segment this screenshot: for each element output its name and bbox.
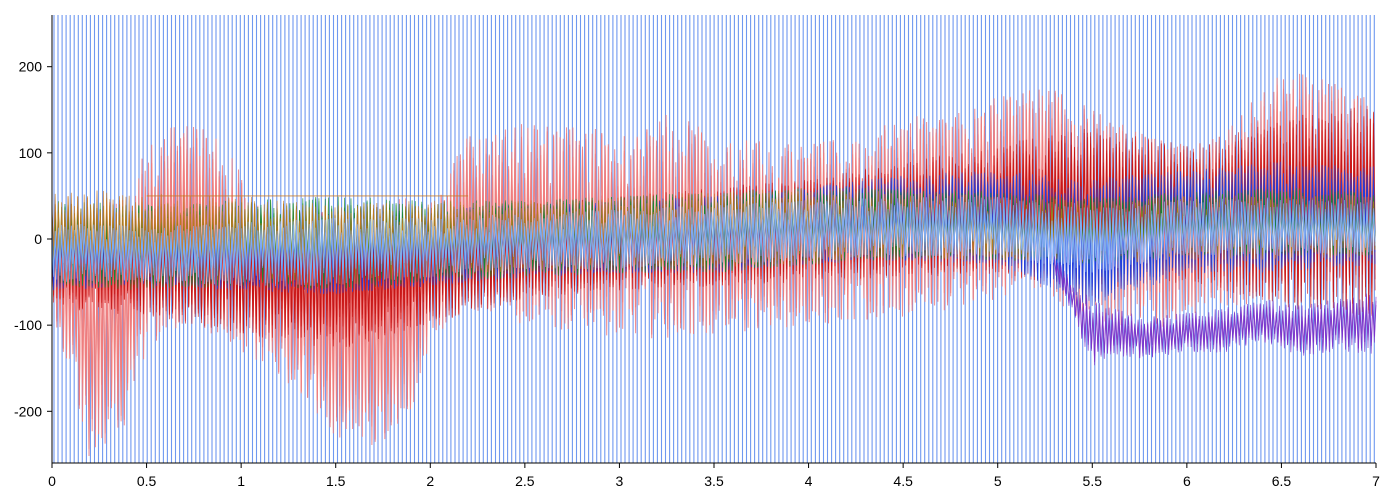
y-tick-label: -200 (14, 403, 42, 419)
y-tick-labels: 200 100 0 -100 -200 (14, 59, 52, 419)
y-tick-label: -100 (14, 317, 42, 333)
x-tick-label: 1 (237, 473, 245, 489)
trace-purple (1054, 256, 1377, 366)
trace-layer (51, 73, 1377, 457)
trace-light-blue (51, 196, 1376, 286)
x-tick-label: 7 (1372, 473, 1380, 489)
x-tick-label: 5 (994, 473, 1002, 489)
y-tick-label: 0 (34, 231, 42, 247)
x-tick-label: 6 (1183, 473, 1191, 489)
x-tick-label: 4.5 (893, 473, 913, 489)
x-tick-labels: 0 0.5 1 1.5 2 2.5 3 3.5 4 4.5 5 5.5 6 6.5 7 (48, 463, 1380, 489)
x-tick-label: 4 (805, 473, 813, 489)
x-tick-label: 1.5 (326, 473, 346, 489)
x-tick-label: 2 (426, 473, 434, 489)
x-tick-label: 6.5 (1272, 473, 1292, 489)
y-tick-label: 100 (19, 145, 43, 161)
x-tick-label: 2.5 (515, 473, 535, 489)
x-tick-label: 0 (48, 473, 56, 489)
x-tick-label: 3.5 (704, 473, 724, 489)
x-tick-label: 5.5 (1083, 473, 1103, 489)
x-tick-label: 3 (616, 473, 624, 489)
y-tick-label: 200 (19, 59, 43, 75)
x-tick-label: 0.5 (137, 473, 157, 489)
